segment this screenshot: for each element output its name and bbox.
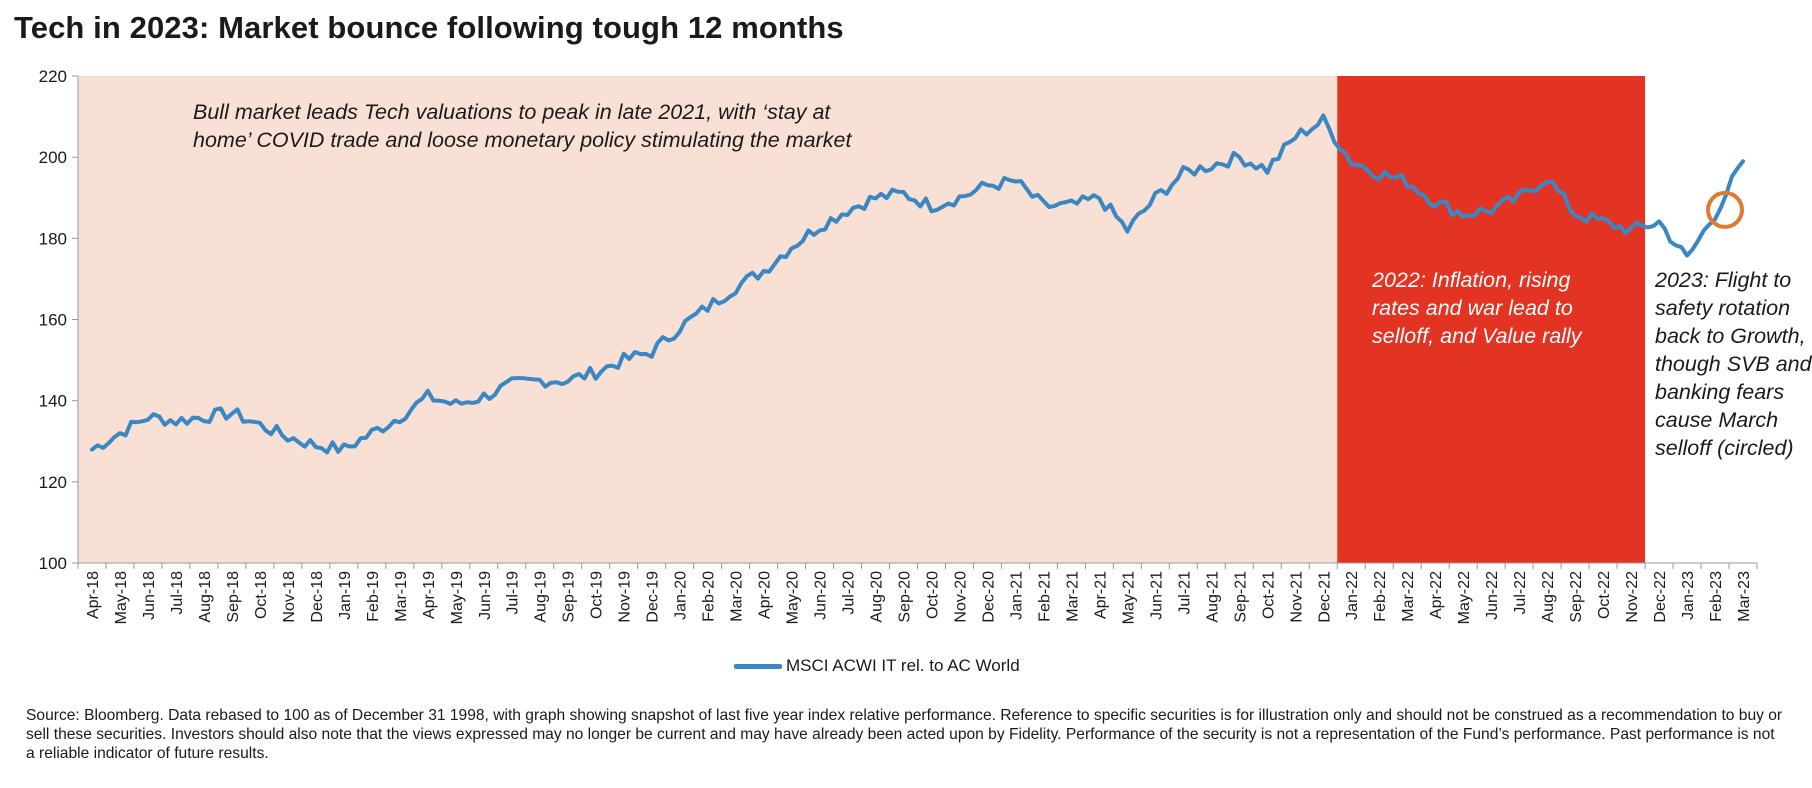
x-tick-label: May-20 <box>785 571 802 624</box>
x-tick-label: Dec-22 <box>1652 571 1669 623</box>
x-tick-label: Aug-18 <box>197 571 214 623</box>
x-tick-label: Jan-20 <box>673 571 690 620</box>
x-tick-label: Feb-22 <box>1372 571 1389 622</box>
shaded-region-0 <box>78 76 1338 563</box>
x-tick-label: Feb-23 <box>1708 571 1725 622</box>
x-tick-label: Mar-23 <box>1736 571 1753 622</box>
source-note: Source: Bloomberg. Data rebased to 100 a… <box>26 707 1783 762</box>
x-tick-label: Nov-18 <box>281 571 298 623</box>
y-tick-label: 160 <box>39 311 67 330</box>
x-tick-label: Jun-19 <box>477 571 494 620</box>
x-tick-label: Aug-21 <box>1204 571 1221 623</box>
x-tick-label: Jan-23 <box>1680 571 1697 620</box>
x-tick-label: Oct-20 <box>924 571 941 619</box>
y-tick-label: 120 <box>39 473 67 492</box>
x-tick-label: Aug-19 <box>533 571 550 623</box>
y-tick-label: 100 <box>39 554 67 573</box>
x-tick-label: Sep-18 <box>225 571 242 623</box>
x-tick-label: Dec-20 <box>980 571 997 623</box>
x-tick-label: Jun-22 <box>1484 571 1501 620</box>
axes <box>72 75 1758 569</box>
x-tick-label: Nov-22 <box>1624 571 1641 623</box>
x-tick-label: May-22 <box>1456 571 1473 624</box>
x-tick-label: Dec-18 <box>309 571 326 623</box>
series-line-0 <box>90 113 1745 455</box>
x-tick-label: Oct-22 <box>1596 571 1613 619</box>
x-tick-label: Oct-19 <box>589 571 606 619</box>
x-tick-label: Jan-22 <box>1344 571 1361 620</box>
x-tick-label: Sep-22 <box>1568 571 1585 623</box>
x-tick-label: Apr-18 <box>85 571 102 619</box>
annotation-2022-selloff: 2022: Inflation, rising rates and war le… <box>1372 268 1582 348</box>
x-tick-label: Nov-20 <box>952 571 969 623</box>
x-tick-label: Jun-21 <box>1148 571 1165 620</box>
x-tick-label: Oct-21 <box>1260 571 1277 619</box>
x-tick-label: Feb-21 <box>1036 571 1053 622</box>
x-tick-label: Jun-20 <box>813 571 830 620</box>
x-tick-label: May-18 <box>113 571 130 624</box>
x-tick-label: Mar-22 <box>1400 571 1417 622</box>
x-tick-labels: Apr-18 May-18 Jun-18 Jul-18 Aug-18 Sep-18 Oct-… <box>85 571 1753 624</box>
x-tick-label: Jul-21 <box>1176 571 1193 615</box>
x-tick-label: Jul-20 <box>841 571 858 615</box>
legend: MSCI ACWI IT rel. to AC World <box>734 656 1020 676</box>
x-tick-label: Oct-18 <box>253 571 270 619</box>
x-tick-label: Mar-21 <box>1064 571 1081 622</box>
chart-title: Tech in 2023: Market bounce following to… <box>14 10 844 45</box>
x-tick-label: Mar-20 <box>729 571 746 622</box>
shaded-regions <box>78 76 1646 563</box>
highlight-circle <box>1706 190 1745 229</box>
x-tick-label: May-21 <box>1120 571 1137 624</box>
y-tick-label: 180 <box>39 229 67 248</box>
y-tick-label: 200 <box>39 148 67 167</box>
legend-label: MSCI ACWI IT rel. to AC World <box>786 656 1020 675</box>
highlight-layer <box>1706 190 1745 229</box>
y-tick-label: 220 <box>39 67 67 86</box>
x-tick-label: Nov-19 <box>617 571 634 623</box>
x-tick-label: Sep-21 <box>1232 571 1249 623</box>
legend-swatch <box>734 663 782 669</box>
x-tick-label: Dec-19 <box>645 571 662 623</box>
x-tick-label: Aug-20 <box>869 571 886 623</box>
x-tick-label: Feb-20 <box>701 571 718 622</box>
x-tick-label: May-19 <box>449 571 466 624</box>
x-tick-label: Sep-20 <box>897 571 914 623</box>
x-tick-label: Jul-19 <box>505 571 522 615</box>
x-tick-label: Jan-19 <box>337 571 354 620</box>
x-tick-label: Aug-22 <box>1540 571 1557 623</box>
x-tick-label: Dec-21 <box>1316 571 1333 623</box>
x-tick-label: Apr-20 <box>757 571 774 619</box>
x-tick-label: Apr-21 <box>1092 571 1109 619</box>
x-tick-label: Jan-21 <box>1008 571 1025 620</box>
x-tick-label: Jul-18 <box>169 571 186 615</box>
y-tick-label: 140 <box>39 392 67 411</box>
x-tick-label: Sep-19 <box>561 571 578 623</box>
shaded-region-1 <box>1337 76 1646 563</box>
x-tick-label: Mar-19 <box>393 571 410 622</box>
line-chart: 100 120 140 160 180 200 220 Apr-18 May-18 Jun-18… <box>39 67 1758 624</box>
x-tick-label: Jul-22 <box>1512 571 1529 615</box>
annotation-bull-market: Bull market leads Tech valuations to pea… <box>193 100 852 152</box>
x-tick-label: Apr-22 <box>1428 571 1445 619</box>
x-tick-label: Jun-18 <box>141 571 158 620</box>
x-tick-label: Feb-19 <box>365 571 382 622</box>
x-tick-label: Apr-19 <box>421 571 438 619</box>
x-tick-label: Nov-21 <box>1288 571 1305 623</box>
annotation-2023-rotation: 2023: Flight to safety rotation back to … <box>1655 268 1812 460</box>
y-tick-labels: 100 120 140 160 180 200 220 <box>39 67 67 573</box>
series-lines <box>90 113 1745 455</box>
